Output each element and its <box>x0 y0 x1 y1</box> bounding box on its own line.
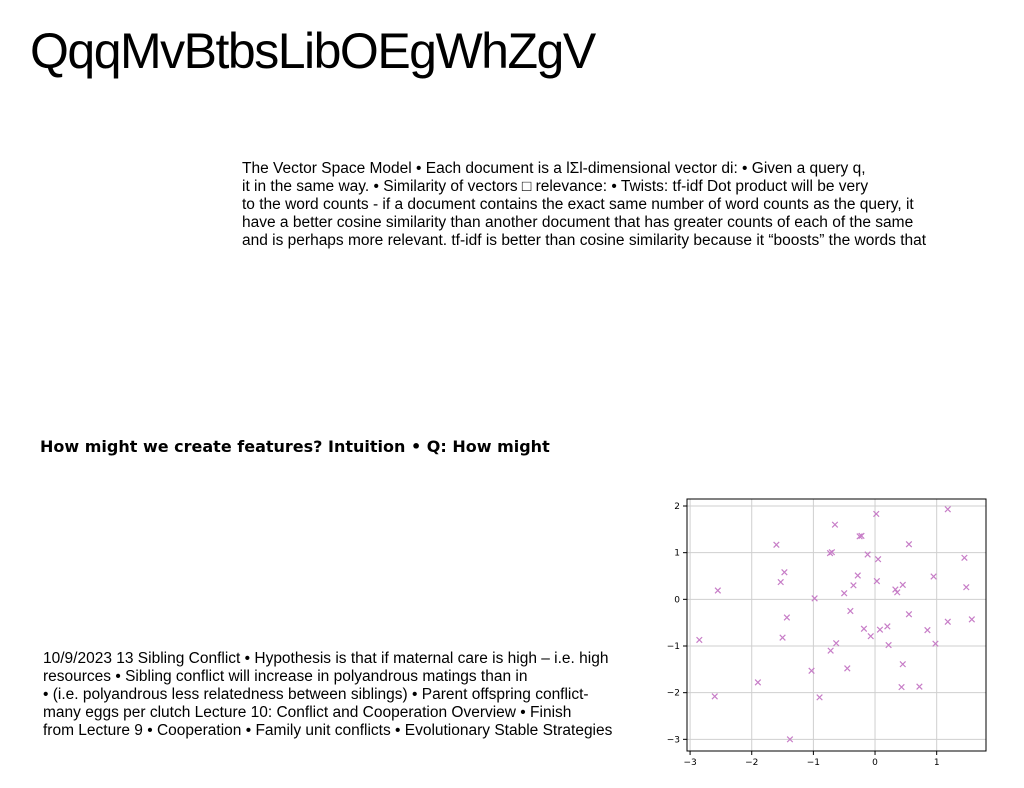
data-point <box>876 626 884 633</box>
data-point <box>811 595 818 602</box>
y-tick-label: 2 <box>674 502 680 512</box>
data-point <box>827 647 834 654</box>
data-point <box>786 736 794 743</box>
data-point <box>754 679 762 686</box>
text-line: to the word counts - if a document conta… <box>242 196 914 213</box>
x-tick-label: −1 <box>807 758 820 768</box>
data-point <box>899 660 906 668</box>
data-point <box>856 533 863 540</box>
text-line: it in the same way. • Similarity of vect… <box>242 178 869 195</box>
data-point <box>905 541 913 548</box>
text-line: and is perhaps more relevant. tf-idf is … <box>242 232 927 249</box>
data-point <box>894 589 901 596</box>
vector-space-model-paragraph: The Vector Space Model • Each document i… <box>242 160 926 250</box>
data-point <box>898 683 905 691</box>
data-point <box>850 582 857 589</box>
x-tick-label: −2 <box>745 758 758 768</box>
scatter-chart: −3 −2 −1 0 1 2 1 0 −1 −2 −3 <box>667 498 987 768</box>
data-point <box>899 581 906 589</box>
text-line: have a better cosine similarity than ano… <box>242 214 914 231</box>
page-title: QqqMvBtbsLibOEgWhZgV <box>30 23 596 79</box>
data-point <box>826 549 834 557</box>
text-line: 10/9/2023 13 Sibling Conflict • Hypothes… <box>43 650 609 667</box>
data-point <box>714 587 722 594</box>
data-point <box>884 623 891 630</box>
data-point <box>924 626 931 634</box>
data-point <box>961 554 968 562</box>
data-point <box>930 573 937 580</box>
data-point <box>831 521 839 528</box>
y-tick-label: −2 <box>667 689 680 699</box>
x-tick-label: 0 <box>872 758 878 768</box>
data-point <box>783 614 791 621</box>
plot-frame <box>686 498 987 752</box>
data-point <box>847 607 854 615</box>
data-point <box>867 632 874 640</box>
data-point <box>858 532 865 540</box>
data-point <box>874 555 882 563</box>
data-point <box>779 634 786 641</box>
y-tick-label: 1 <box>674 549 680 559</box>
data-point <box>711 693 718 700</box>
data-point <box>816 694 823 701</box>
data-point <box>885 641 892 649</box>
data-point <box>968 616 976 623</box>
text-line: resources • Sibling conflict will increa… <box>43 668 528 685</box>
data-point <box>854 572 861 579</box>
x-tick-label: −3 <box>683 758 696 768</box>
y-tick-label: −3 <box>667 735 680 745</box>
data-point <box>777 578 784 586</box>
text-line: • (i.e. polyandrous less relatedness bet… <box>43 686 589 703</box>
data-point <box>864 551 871 558</box>
data-point <box>905 611 913 618</box>
data-point <box>808 667 815 674</box>
data-point <box>860 625 868 632</box>
data-point <box>832 639 840 647</box>
data-point <box>944 506 952 513</box>
data-point <box>873 577 881 585</box>
features-heading: How might we create features? Intuition … <box>40 437 550 456</box>
data-point <box>963 583 970 591</box>
data-point <box>873 510 880 518</box>
y-tick-label: −1 <box>667 642 680 652</box>
text-line: many eggs per clutch Lecture 10: Conflic… <box>43 704 572 721</box>
sibling-conflict-paragraph: 10/9/2023 13 Sibling Conflict • Hypothes… <box>43 650 612 740</box>
data-point <box>828 548 836 556</box>
x-tick-label: 1 <box>934 758 940 768</box>
data-point <box>944 618 952 625</box>
y-tick-label: 0 <box>674 595 680 605</box>
data-point <box>781 569 788 576</box>
text-line: The Vector Space Model • Each document i… <box>242 160 866 177</box>
data-point <box>932 640 939 647</box>
data-point <box>916 683 923 690</box>
data-point <box>844 665 851 672</box>
data-point <box>840 590 848 597</box>
data-point <box>892 586 899 593</box>
text-line: from Lecture 9 • Cooperation • Family un… <box>43 722 613 739</box>
data-point <box>696 636 703 644</box>
data-point <box>773 541 780 548</box>
